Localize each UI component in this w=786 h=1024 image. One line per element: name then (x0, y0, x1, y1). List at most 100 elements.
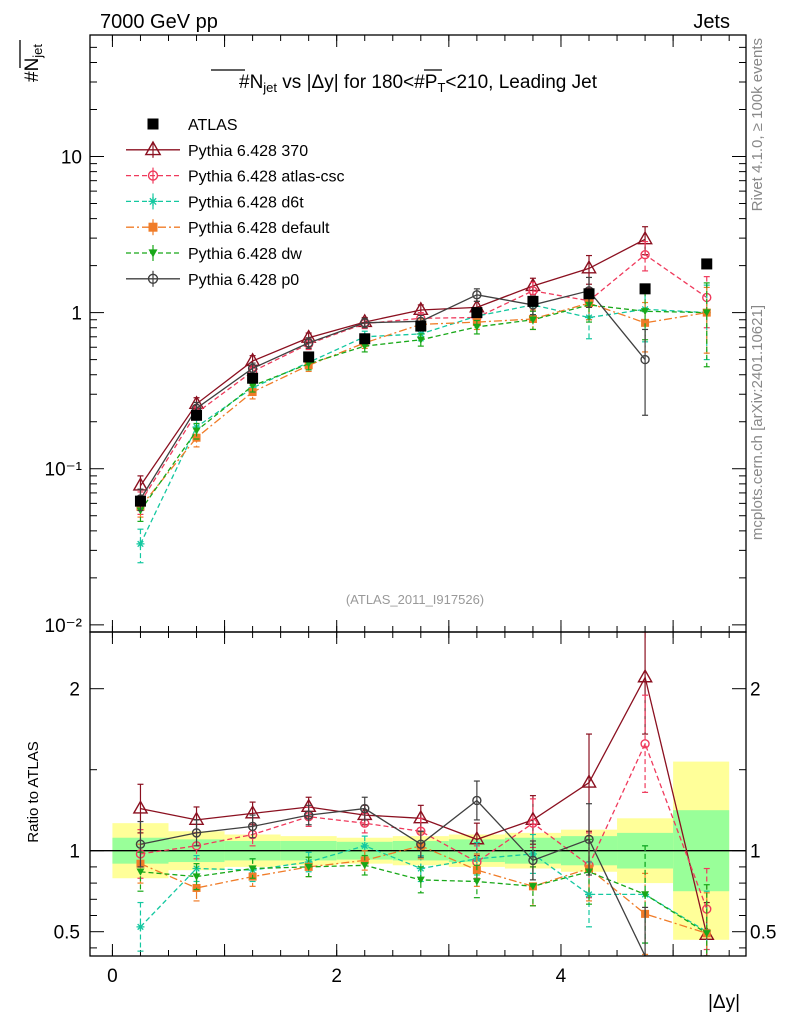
legend-entry-default: Pythia 6.428 default (126, 219, 330, 237)
point (248, 382, 257, 390)
legend-marker (148, 196, 158, 206)
ratio-point (416, 839, 426, 849)
ratio-ylabel: Ratio to ATLAS (25, 741, 42, 842)
ratio-point (132, 800, 149, 814)
title-n: #N (239, 72, 263, 93)
ratio-point (702, 930, 711, 938)
legend-entry-p0: Pythia 6.428 p0 (126, 270, 299, 289)
side-label-mcplots: mcplots.cern.ch [arXiv:2401.10621] (749, 305, 766, 540)
ratio-point (472, 878, 481, 886)
point (192, 433, 201, 442)
title-p: P (425, 72, 438, 93)
point (528, 286, 538, 296)
ratio-point (528, 883, 537, 891)
point (640, 249, 650, 260)
ratio-ytick-label-left: 1 (69, 842, 80, 863)
legend-label: Pythia 6.428 d6t (188, 194, 304, 211)
main-title: #Njet vs |Δy| for 180<#PT<210, Leading J… (239, 72, 598, 95)
legend-label: Pythia 6.428 atlas-csc (188, 169, 345, 186)
point (640, 354, 650, 365)
point (641, 318, 650, 327)
legend-label: ATLAS (188, 117, 238, 134)
title-n-sub: jet (262, 80, 277, 95)
point (415, 320, 427, 332)
ratio-point (640, 739, 650, 749)
ytick-label-1e-1: 10⁻¹ (45, 460, 83, 481)
point (641, 308, 650, 316)
legend-marker (147, 273, 159, 284)
point (134, 495, 146, 507)
ratio-point (303, 810, 314, 820)
header-right: Jets (693, 11, 730, 33)
ratio-point (528, 818, 538, 828)
ytick-label-1: 1 (71, 304, 82, 325)
xlabel: |Δy| (708, 992, 740, 1013)
title-p-sub: T (437, 80, 445, 95)
ratio-ytick-label-right: 0.5 (750, 923, 776, 944)
legend-marker (147, 118, 159, 130)
ylabel-n: #N (22, 58, 43, 82)
point (701, 258, 713, 270)
series-data (134, 258, 713, 507)
point (583, 288, 595, 300)
legend-marker (148, 222, 158, 232)
main-ylabel: #Njet (22, 44, 45, 82)
legend-entry-p370: Pythia 6.428 370 (126, 140, 308, 160)
ratio-point (416, 876, 425, 884)
point (472, 323, 481, 331)
point (247, 372, 259, 384)
series-line (139, 238, 646, 486)
main-plot: 10⁻² 10⁻¹ 1 10 (45, 34, 747, 637)
ratio-point (191, 828, 202, 838)
watermark: (ATLAS_2011_I917526) (346, 592, 484, 607)
point (136, 539, 145, 548)
point (639, 283, 651, 295)
legend-label: Pythia 6.428 default (188, 220, 330, 237)
point (359, 333, 371, 345)
point (581, 259, 597, 274)
ratio-ytick-label-right: 1 (750, 842, 761, 863)
point (360, 342, 369, 351)
ratio-point (581, 774, 597, 788)
point (360, 318, 370, 328)
ratio-plot: 0.5 0.5 1 1 2 2 0 2 4 (54, 631, 776, 987)
point (472, 290, 482, 300)
ratio-point (528, 855, 538, 866)
ylabel-n-sub: jet (30, 44, 45, 59)
ratio-point (135, 839, 146, 849)
series-dw (136, 282, 711, 522)
point (528, 316, 537, 324)
xtick-label: 2 (331, 966, 342, 987)
ratio-point (585, 890, 594, 899)
point (416, 336, 425, 344)
legend: ATLAS Pythia 6.428 370 Pythia 6.428 atlas-… (126, 117, 345, 289)
ratio-point (360, 841, 369, 850)
ratio-point (472, 795, 482, 806)
legend-marker (147, 170, 159, 181)
ratio-point (360, 862, 369, 870)
header-left: 7000 GeV pp (100, 11, 218, 33)
legend-marker (144, 140, 162, 156)
legend-label: Pythia 6.428 370 (188, 143, 308, 160)
ratio-point (136, 922, 145, 931)
point (303, 338, 314, 348)
ratio-point (248, 865, 257, 873)
ratio-point (247, 821, 258, 832)
series-line (139, 290, 646, 500)
title-mid: vs |Δy| for 180<# (277, 72, 425, 93)
series-p0 (135, 276, 650, 512)
ytick-label-10: 10 (61, 147, 82, 168)
series-p370 (132, 226, 653, 498)
legend-marker (148, 249, 158, 258)
ratio-point (641, 891, 650, 899)
legend-entry-data: ATLAS (147, 117, 238, 134)
ratio-series-p370 (132, 632, 715, 956)
legend-entry-d6t: Pythia 6.428 d6t (126, 193, 304, 211)
ratio-ytick-label-left: 2 (69, 680, 80, 701)
point (303, 351, 315, 363)
series-line (139, 253, 708, 503)
xtick-label: 4 (556, 966, 567, 987)
legend-label: Pythia 6.428 p0 (188, 272, 299, 289)
legend-label: Pythia 6.428 dw (188, 246, 302, 263)
